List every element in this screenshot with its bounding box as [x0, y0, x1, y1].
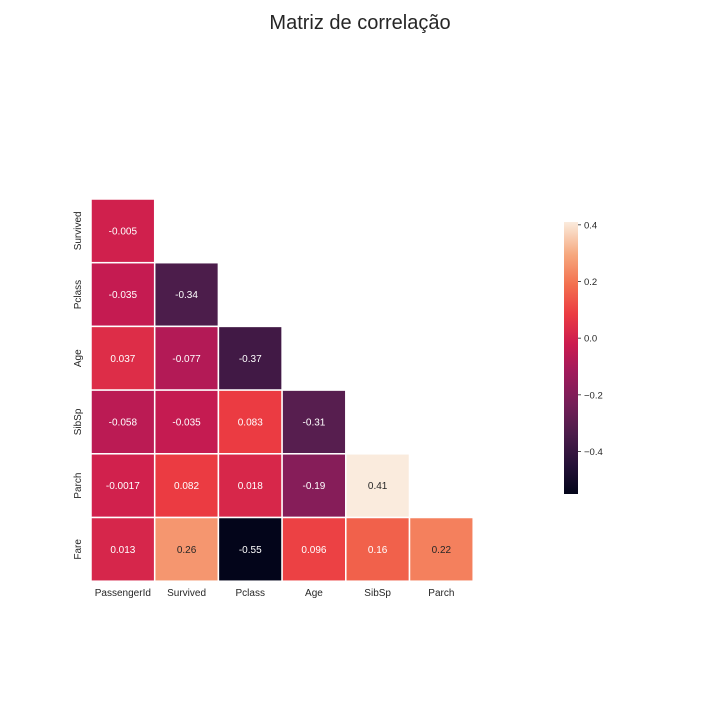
- cell-value-label: 0.41: [368, 481, 388, 492]
- colorbar: 0.4 0.2 0.0 −0.2 −0.4: [564, 220, 603, 494]
- cell-value-label: -0.37: [239, 354, 262, 365]
- cell-value-label: 0.018: [238, 481, 263, 492]
- cell-value-label: 0.26: [177, 545, 197, 556]
- colorbar-tick-label: −0.4: [584, 447, 603, 458]
- y-tick-label: Survived: [73, 211, 84, 250]
- y-tick-label: Pclass: [73, 280, 84, 309]
- heatmap-cell: [153, 516, 220, 582]
- y-tick-label: Parch: [73, 473, 84, 499]
- x-tick-label: SibSp: [364, 588, 391, 599]
- colorbar-tick-label: 0.4: [584, 220, 597, 231]
- cell-value-label: 0.22: [432, 545, 452, 556]
- heatmap-cell: [153, 389, 220, 455]
- colorbar-tick-label: −0.2: [584, 390, 603, 401]
- heatmap-cell: [408, 516, 474, 582]
- heatmap-cell: [345, 516, 411, 582]
- cell-value-label: -0.035: [172, 417, 201, 428]
- cell-value-label: -0.005: [109, 226, 138, 237]
- x-tick-label: PassengerId: [95, 588, 151, 599]
- cell-value-label: -0.19: [303, 481, 326, 492]
- heatmap-cell: [90, 198, 156, 264]
- heatmap-cell: [281, 453, 347, 519]
- heatmap-cell: [281, 516, 347, 582]
- cell-value-label: -0.035: [109, 290, 138, 301]
- heatmap-cell: [217, 325, 283, 391]
- cell-value-label: -0.31: [303, 417, 326, 428]
- y-tick-label: Fare: [73, 539, 84, 560]
- cell-value-label: -0.077: [172, 354, 201, 365]
- x-tick-label: Pclass: [236, 588, 265, 599]
- cell-value-label: 0.16: [368, 545, 388, 556]
- y-axis-tick-labels: Survived Pclass Age SibSp Parch Fare: [73, 211, 84, 559]
- colorbar-gradient: [564, 222, 578, 494]
- cell-value-label: 0.096: [301, 545, 326, 556]
- chart-title: Matriz de correlação: [269, 12, 450, 34]
- cell-value-label: 0.037: [110, 354, 135, 365]
- x-tick-label: Age: [305, 588, 323, 599]
- heatmap-cell: [90, 261, 156, 328]
- cell-value-label: -0.34: [175, 290, 198, 301]
- x-axis-tick-labels: PassengerId Survived Pclass Age SibSp Parch: [95, 588, 455, 599]
- cell-value-label: 0.083: [238, 417, 263, 428]
- cell-value-label: 0.013: [110, 545, 135, 556]
- y-tick-label: SibSp: [73, 408, 84, 435]
- cell-value-label: 0.082: [174, 481, 199, 492]
- x-tick-label: Parch: [428, 588, 454, 599]
- cell-value-label: -0.55: [239, 545, 262, 556]
- heatmap-cells: -0.005 -0.035 -0.34 0.037 -0.077 -0.37 -0.058 -…: [90, 198, 474, 582]
- heatmap-cell: [281, 389, 347, 455]
- colorbar-tick-label: 0.0: [584, 334, 597, 345]
- colorbar-tick-label: 0.2: [584, 277, 597, 288]
- x-tick-label: Survived: [167, 588, 206, 599]
- cell-value-label: -0.058: [109, 417, 138, 428]
- heatmap-cell: [153, 453, 220, 519]
- y-tick-label: Age: [73, 349, 84, 367]
- cell-value-label: -0.0017: [106, 481, 140, 492]
- heatmap-cell: [90, 516, 156, 582]
- heatmap-cell: [217, 516, 283, 582]
